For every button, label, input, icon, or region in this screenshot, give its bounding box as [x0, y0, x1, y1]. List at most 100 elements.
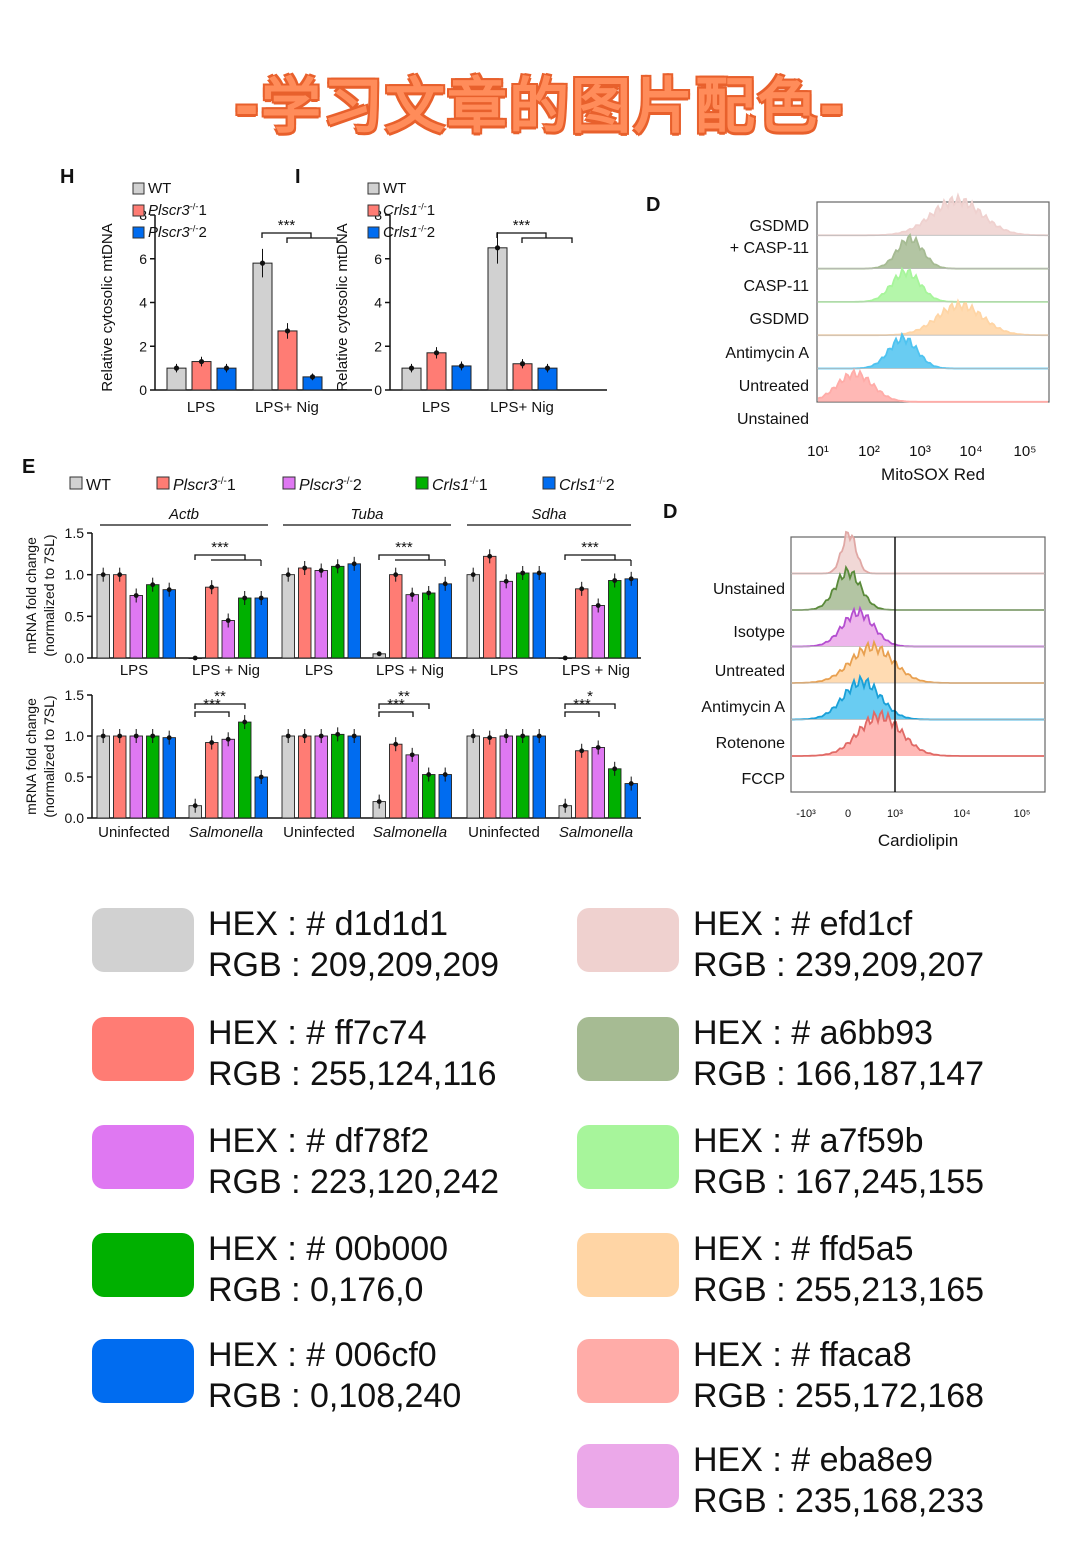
bar — [254, 597, 268, 659]
panel-letter-D: D — [646, 194, 660, 216]
data-point — [579, 586, 585, 592]
data-point — [520, 570, 526, 576]
x-category-label: Salmonella — [373, 824, 447, 841]
y-axis-title: mRNA fold change — [23, 698, 39, 815]
hex-code: HEX : # ffd5a5 — [693, 1230, 914, 1268]
data-point — [408, 365, 415, 371]
histogram-fill — [792, 711, 1044, 756]
y-tick-label: 0.0 — [65, 810, 85, 826]
y-axis-title: mRNA fold change — [23, 537, 39, 654]
panel-letter-E: E — [22, 456, 35, 478]
color-codes: HEX : # a6bb93 RGB : 166,187,147 — [693, 1013, 984, 1095]
color-codes: HEX : # d1d1d1 RGB : 209,209,209 — [208, 904, 499, 986]
bar — [238, 597, 252, 659]
sig-label: *** — [573, 696, 591, 713]
color-codes: HEX : # a7f59b RGB : 167,245,155 — [693, 1121, 984, 1203]
panel-letter-H: H — [60, 166, 74, 188]
legend-label: WT — [86, 477, 111, 494]
sig-bracket — [261, 232, 312, 238]
track-label: FCCP — [741, 771, 785, 788]
bar — [438, 583, 452, 659]
hex-code: HEX : # 00b000 — [208, 1230, 449, 1268]
figure-canvas: H02468Relative cytosolic mtDNAWTPlscr3-/… — [22, 166, 1050, 850]
histogram-outline — [792, 708, 1044, 757]
rgb-code: RGB : 239,209,207 — [693, 946, 985, 984]
data-point — [536, 733, 542, 739]
data-point — [376, 651, 382, 657]
rgb-code: RGB : 255,172,168 — [693, 1377, 985, 1415]
legend-label: Crls1-/-1 — [432, 476, 488, 494]
y-tick-label: 1.5 — [65, 687, 85, 703]
x-category-label: LPS + Nig — [562, 662, 630, 679]
bar — [483, 555, 497, 659]
data-point — [302, 733, 308, 739]
y-tick-label: 6 — [374, 251, 382, 267]
sig-bracket — [378, 703, 430, 709]
data-point — [242, 719, 248, 725]
bar — [331, 565, 345, 659]
data-point — [628, 576, 634, 582]
legend-swatch — [542, 476, 556, 490]
sig-bracket — [496, 232, 547, 238]
data-point — [536, 570, 542, 576]
color-codes: HEX : # ffaca8 RGB : 255,172,168 — [693, 1335, 984, 1417]
bar — [591, 605, 605, 659]
x-tick-label: 10¹ — [807, 443, 829, 460]
track-label: Isotype — [733, 624, 785, 641]
legend-label: WT — [383, 180, 406, 197]
bar — [238, 721, 252, 819]
y-tick-label: 0.0 — [65, 650, 85, 666]
x-axis-title: MitoSOX Red — [881, 465, 985, 484]
track-label: CASP-11 — [743, 278, 809, 295]
x-tick-label: 10² — [858, 443, 880, 460]
color-swatch — [577, 1017, 679, 1081]
rgb-code: RGB : 166,187,147 — [693, 1055, 985, 1093]
sig-label: *** — [387, 696, 405, 713]
data-point — [470, 733, 476, 739]
bar — [422, 592, 436, 659]
track-label: Antimycin A — [725, 345, 809, 362]
bar — [314, 735, 328, 819]
color-codes: HEX : # eba8e9 RGB : 235,168,233 — [693, 1440, 984, 1522]
rgb-code: RGB : 255,213,165 — [693, 1271, 985, 1309]
page-title: -学习文章的图片配色- — [234, 72, 846, 142]
bar — [608, 768, 622, 819]
data-point — [259, 260, 266, 266]
data-point — [487, 735, 493, 741]
data-point — [487, 553, 493, 559]
hex-code: HEX : # ffaca8 — [693, 1336, 912, 1374]
hex-code: HEX : # a7f59b — [693, 1122, 924, 1160]
legend-label: Crls1-/-1 — [383, 201, 435, 219]
y-tick-label: 2 — [139, 338, 147, 354]
sig-label: *** — [581, 539, 599, 556]
hex-code: HEX : # eba8e9 — [693, 1441, 934, 1479]
x-tick-label: 10³ — [887, 808, 903, 820]
data-point — [562, 655, 568, 661]
legend-label: Plscr3-/-1 — [148, 201, 207, 219]
histogram-fill — [818, 370, 1048, 402]
bar — [113, 574, 127, 659]
bar — [221, 738, 235, 819]
bar — [162, 737, 176, 819]
data-point — [284, 328, 291, 334]
data-point — [223, 365, 230, 371]
color-swatch — [92, 1233, 194, 1297]
legend-swatch — [132, 182, 145, 195]
hex-code: HEX : # efd1cf — [693, 905, 913, 943]
color-swatch — [92, 908, 194, 972]
hex-code: HEX : # a6bb93 — [693, 1014, 934, 1052]
data-point — [335, 731, 341, 737]
sig2-bracket — [286, 237, 338, 243]
x-tick-label: 10⁵ — [1014, 443, 1037, 460]
bar — [347, 563, 361, 659]
y-axis-title-2: (normalized to 7SL) — [41, 695, 57, 817]
data-point — [520, 733, 526, 739]
bar — [277, 330, 298, 391]
x-category-label: LPS+ Nig — [490, 399, 554, 416]
y-axis-title: Relative cytosolic mtDNA — [99, 223, 116, 391]
bar — [298, 735, 312, 819]
legend-swatch — [132, 204, 145, 217]
y-tick-label: 0.5 — [65, 608, 85, 624]
bar — [205, 742, 219, 819]
data-point — [409, 752, 415, 758]
